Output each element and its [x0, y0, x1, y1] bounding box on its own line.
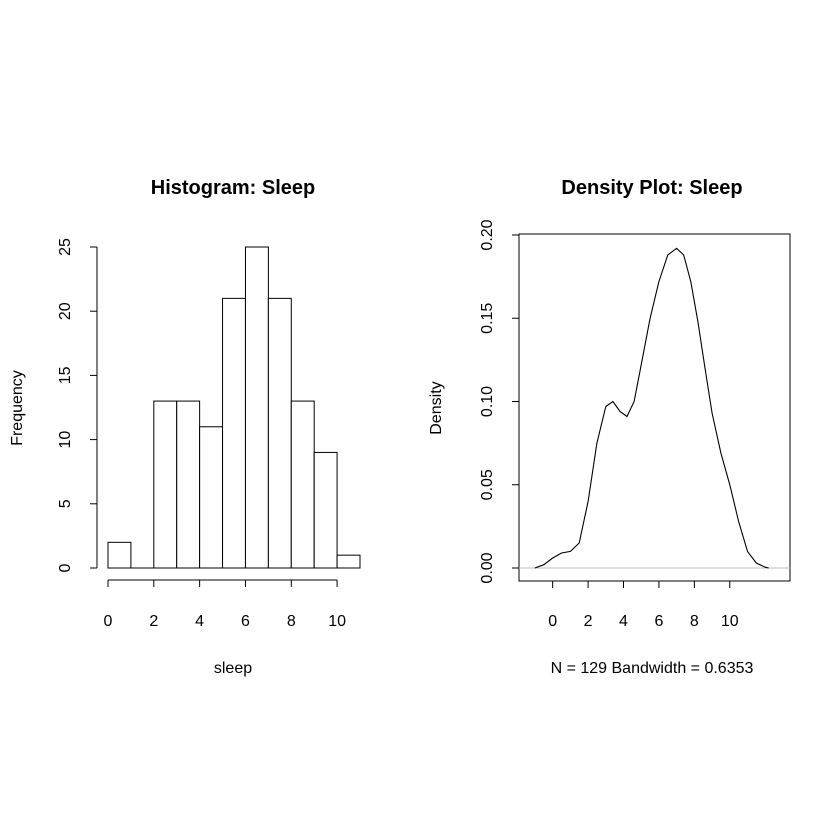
histogram-bar — [153, 400, 178, 569]
density-ylabel: Density — [428, 381, 445, 434]
density-y-tick-label: 0.10 — [479, 386, 496, 417]
histogram-title: Histogram: Sleep — [151, 177, 315, 199]
density-y-tick-label: 0.20 — [479, 219, 496, 250]
density-x-tick-label: 2 — [584, 613, 593, 630]
histogram-y-tick-label: 25 — [57, 238, 74, 256]
histogram-bar — [290, 400, 315, 569]
histogram-bar — [222, 297, 246, 569]
histogram-x-tick-label: 6 — [241, 613, 250, 630]
histogram-bar — [107, 541, 132, 569]
density-y-tick-label: 0.15 — [479, 303, 496, 334]
histogram-bar — [336, 554, 361, 569]
histogram-x-tick-label: 8 — [287, 613, 296, 630]
histogram-bar — [176, 400, 201, 569]
histogram-x-tick-label: 2 — [149, 613, 158, 630]
density-x-tick-label: 8 — [690, 613, 699, 630]
density-x-tick-label: 6 — [654, 613, 663, 630]
histogram-y-tick-label: 0 — [57, 563, 74, 572]
histogram-panel: Histogram: Sleep sleep Frequency 0 2 4 6 8 10… — [9, 177, 361, 677]
density-y-tick-label: 0.05 — [479, 469, 496, 500]
density-x-tick-label: 4 — [619, 613, 628, 630]
histogram-bar — [244, 246, 269, 569]
histogram-y-tick-label: 20 — [57, 302, 74, 320]
histogram-x-tick-label: 0 — [104, 613, 113, 630]
histogram-y-axis: 0 5 10 15 20 25 — [57, 238, 98, 572]
histogram-bar — [199, 426, 224, 569]
density-plot-box — [518, 233, 791, 582]
density-y-tick-label: 0.00 — [479, 552, 496, 583]
histogram-bar — [267, 297, 292, 569]
density-x-tick-label: 0 — [548, 613, 557, 630]
histogram-bar — [313, 451, 338, 569]
histogram-y-tick-label: 15 — [57, 366, 74, 384]
density-title: Density Plot: Sleep — [561, 177, 742, 199]
histogram-xlabel: sleep — [214, 660, 252, 677]
density-curve — [534, 247, 769, 569]
density-panel: Density Plot: Sleep N = 129 Bandwidth = … — [428, 177, 791, 677]
histogram-ylabel: Frequency — [9, 370, 26, 446]
histogram-y-tick-label: 10 — [57, 431, 74, 449]
histogram-y-tick-label: 5 — [57, 499, 74, 508]
histogram-x-tick-label: 4 — [195, 613, 204, 630]
density-xlabel: N = 129 Bandwidth = 0.6353 — [551, 660, 754, 677]
density-x-axis: 0 2 4 6 8 10 — [548, 581, 739, 630]
histogram-x-axis: 0 2 4 6 8 10 — [104, 579, 346, 630]
histogram-bars — [107, 246, 361, 569]
density-y-axis: 0.00 0.05 0.10 0.15 0.20 — [479, 219, 519, 584]
histogram-x-tick-label: 10 — [328, 613, 346, 630]
density-x-tick-label: 10 — [721, 613, 739, 630]
